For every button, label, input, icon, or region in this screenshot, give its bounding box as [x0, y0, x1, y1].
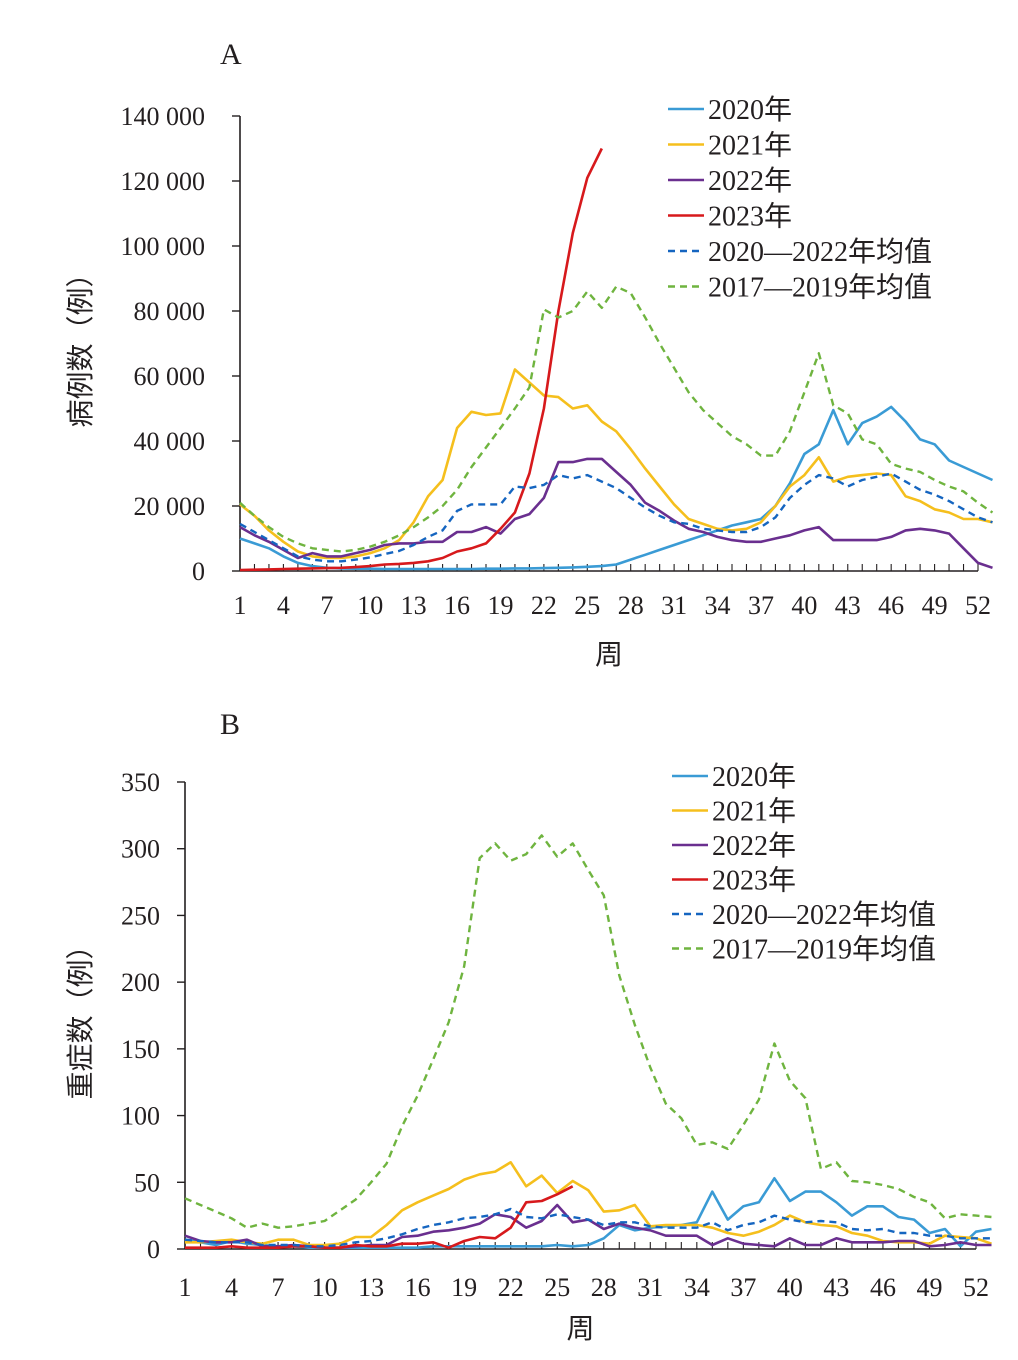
legend-label: 2022年 [708, 165, 792, 197]
x-tick-label: 4 [225, 1273, 238, 1302]
y-axis-title: 病例数（例） [65, 259, 97, 427]
y-tick-label: 50 [134, 1168, 160, 1197]
x-tick-label: 31 [637, 1273, 663, 1302]
x-tick-label: 28 [618, 591, 644, 620]
x-tick-label: 43 [835, 591, 861, 620]
x-tick-label: 13 [358, 1273, 384, 1302]
x-tick-label: 52 [963, 1273, 989, 1302]
series-line-3 [239, 147, 603, 572]
x-tick-label: 1 [234, 591, 247, 620]
series-line-4 [184, 1207, 992, 1248]
x-tick-label: 10 [312, 1273, 338, 1302]
y-tick-label: 150 [121, 1035, 160, 1064]
legend-label: 2023年 [712, 865, 796, 897]
x-tick-label: 46 [870, 1273, 896, 1302]
x-tick-label: 31 [661, 591, 687, 620]
x-tick-label: 37 [730, 1273, 756, 1302]
legend-label: 2020年 [708, 94, 792, 126]
x-tick-label: 43 [823, 1273, 849, 1302]
x-tick-label: 49 [922, 591, 948, 620]
y-tick-label: 0 [192, 557, 205, 586]
y-tick-label: 0 [147, 1235, 160, 1264]
series-line-2 [184, 1203, 992, 1249]
x-tick-label: 19 [451, 1273, 477, 1302]
legend-label: 2017—2019年均值 [712, 934, 936, 966]
x-tick-label: 7 [320, 591, 333, 620]
legend-label: 2017—2019年均值 [708, 272, 932, 304]
y-tick-label: 200 [121, 968, 160, 997]
y-tick-label: 300 [121, 835, 160, 864]
y-tick-label: 60 000 [134, 362, 206, 391]
x-tick-label: 19 [487, 591, 513, 620]
legend-label: 2020年 [712, 761, 796, 793]
series-line-2 [239, 457, 993, 570]
x-tick-label: 34 [705, 591, 731, 620]
legend-label: 2021年 [712, 796, 796, 828]
legend-label: 2022年 [712, 830, 796, 862]
x-tick-label: 49 [916, 1273, 942, 1302]
series-line-5 [239, 285, 994, 553]
x-tick-label: 10 [357, 591, 383, 620]
series-line-1 [239, 368, 993, 560]
series-line-4 [239, 472, 993, 563]
y-tick-label: 100 [121, 1102, 160, 1131]
x-tick-label: 37 [748, 591, 774, 620]
y-tick-label: 100 000 [121, 232, 206, 261]
x-tick-label: 13 [401, 591, 427, 620]
x-tick-label: 7 [272, 1273, 285, 1302]
y-tick-label: 250 [121, 901, 160, 930]
x-tick-label: 25 [544, 1273, 570, 1302]
y-tick-label: 20 000 [134, 492, 206, 521]
x-axis-title: 周 [566, 1314, 594, 1345]
x-tick-label: 22 [498, 1273, 524, 1302]
series-line-1 [185, 1161, 992, 1247]
x-tick-label: 28 [591, 1273, 617, 1302]
x-axis-title: 周 [595, 640, 623, 671]
series-line-5 [184, 834, 992, 1229]
x-tick-label: 16 [405, 1273, 431, 1302]
x-tick-label: 1 [179, 1273, 192, 1302]
y-tick-label: 80 000 [134, 297, 206, 326]
legend-label: 2021年 [708, 130, 792, 162]
x-tick-label: 34 [684, 1273, 710, 1302]
chart-panel-A: A 0 20 000 40 000 60 000 80 000 100 000 120 000… [65, 38, 994, 671]
chart-panel-B: B 0 50 100 150 200 250 300 350 1 4 7 10 13 16 19 22 25 28 3… [65, 708, 992, 1345]
series-line-3 [185, 1185, 574, 1249]
x-tick-label: 22 [531, 591, 557, 620]
legend-label: 2020—2022年均值 [712, 899, 936, 931]
y-axis-title: 重症数（例） [65, 931, 97, 1099]
y-tick-label: 120 000 [121, 167, 206, 196]
x-tick-label: 4 [277, 591, 290, 620]
x-tick-label: 40 [777, 1273, 803, 1302]
y-tick-label: 40 000 [134, 427, 206, 456]
legend-label: 2023年 [708, 201, 792, 233]
panel-label: A [220, 38, 242, 71]
x-tick-label: 52 [965, 591, 991, 620]
y-tick-label: 140 000 [121, 102, 206, 131]
panel-label: B [220, 708, 240, 741]
x-tick-label: 25 [574, 591, 600, 620]
x-tick-label: 46 [878, 591, 904, 620]
x-tick-label: 16 [444, 591, 470, 620]
legend-label: 2020—2022年均值 [708, 236, 932, 268]
y-tick-label: 350 [121, 768, 160, 797]
series-line-0 [239, 405, 994, 571]
x-tick-label: 40 [791, 591, 817, 620]
